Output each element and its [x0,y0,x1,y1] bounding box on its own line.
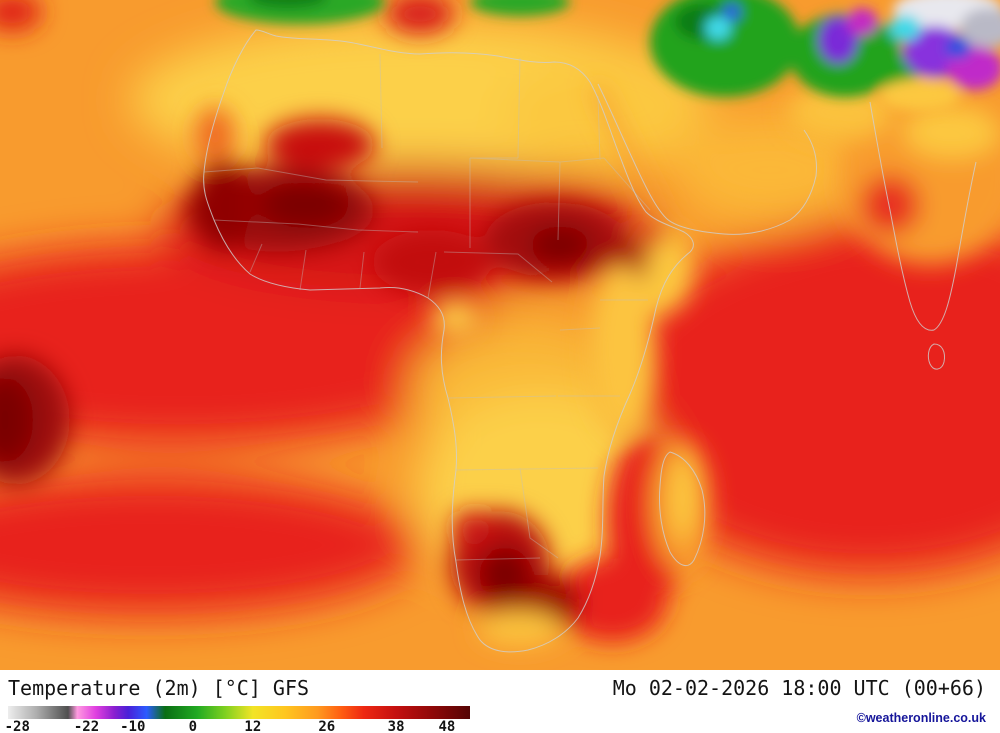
map-timestamp: Mo 02-02-2026 18:00 UTC (00+66) [612,676,986,700]
legend: -28 -22 -10 0 12 26 38 48 [4,706,470,733]
legend-tick: -22 [73,719,100,733]
cold-temperature-regions [215,0,1000,111]
copyright-link[interactable]: ©weatheronline.co.uk [856,711,986,725]
legend-tick: 12 [244,719,262,733]
map-title: Temperature (2m) [°C] GFS [8,676,310,700]
footer: Temperature (2m) [°C] GFS Mo 02-02-2026 … [0,670,1000,733]
legend-tick: -28 [4,719,30,733]
footer-text-row: Temperature (2m) [°C] GFS Mo 02-02-2026 … [0,674,1000,700]
legend-gradient [8,706,470,719]
country-borders [203,53,651,561]
legend-ticks: -28 -22 -10 0 12 26 38 48 [4,719,470,733]
legend-tick: 48 [438,719,456,733]
legend-tick: -10 [120,719,146,733]
india-coastline [869,101,977,331]
legend-tick: 38 [387,719,405,733]
temperature-map [0,0,1000,670]
madagascar-coastline [659,451,706,567]
sri-lanka-coastline [927,343,945,370]
temperature-field-svg [0,0,1000,653]
africa-coastline [203,29,694,653]
medium-temperature-regions [0,0,1000,646]
legend-tick: 0 [188,719,198,733]
legend-tick: 26 [318,719,336,733]
coastlines [203,29,977,653]
arabia-coastline [597,83,817,235]
